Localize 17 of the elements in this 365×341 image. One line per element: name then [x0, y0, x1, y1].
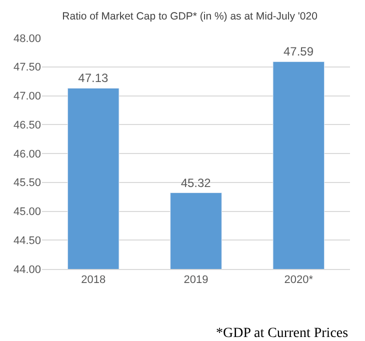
chart-title: Ratio of Market Cap to GDP* (in %) as at Mid-July '020: [62, 10, 318, 22]
y-tick-label: 47.50: [13, 62, 41, 74]
y-tick-label: 45.50: [13, 177, 41, 190]
y-tick-label: 44.50: [13, 234, 41, 247]
y-tick-label: 44.00: [13, 264, 41, 276]
y-tick-label: 46.50: [13, 119, 41, 132]
y-tick-label: 45.00: [13, 206, 41, 218]
x-tick-label: 2019: [184, 274, 208, 286]
text: *GDP at Current Prices: [216, 326, 348, 341]
x-tick-label: 2018: [81, 274, 106, 286]
y-tick-label: 46.00: [13, 148, 41, 160]
data-label: 45.32: [180, 176, 212, 190]
y-tick-label: 47.00: [13, 90, 41, 103]
x-tick-label: 2020*: [284, 274, 314, 286]
y-tick-label: 48.00: [13, 32, 41, 45]
data-label: 47.59: [283, 44, 314, 59]
data-label: 47.13: [78, 71, 109, 86]
